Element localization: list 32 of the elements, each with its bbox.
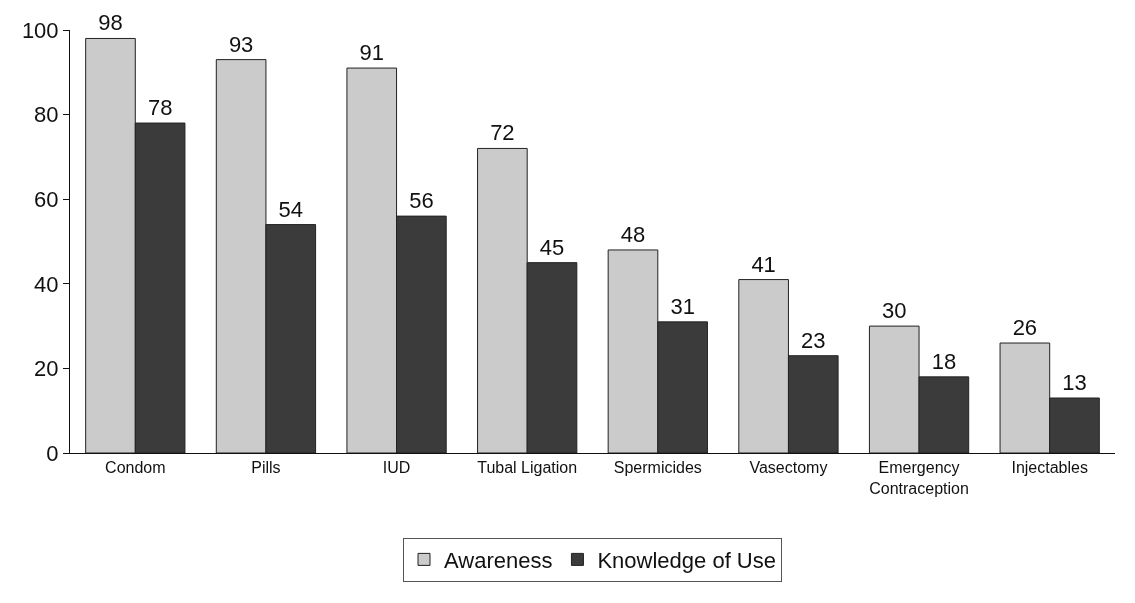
data-label: 45	[539, 234, 565, 260]
data-label: 41	[751, 251, 776, 277]
x-tick-label: Vasectomy	[749, 459, 828, 477]
data-label: 98	[98, 10, 123, 36]
legend-label: Awareness	[444, 547, 553, 573]
data-label: 72	[490, 120, 515, 146]
data-label: 78	[147, 95, 173, 121]
data-label: 30	[882, 298, 907, 324]
data-label: 93	[228, 31, 254, 57]
data-label: 31	[670, 293, 695, 319]
x-tick-label: Tubal Ligation	[477, 459, 578, 477]
x-tick-label: Spermicides	[613, 459, 702, 477]
y-tick-label: 20	[34, 356, 59, 382]
data-label: 13	[1062, 370, 1087, 396]
data-label: 48	[620, 221, 646, 247]
data-label: 18	[931, 348, 957, 374]
data-label: 26	[1012, 315, 1038, 341]
x-tick-label: Condom	[105, 459, 166, 477]
data-label: 54	[278, 196, 303, 222]
data-label: 91	[359, 40, 384, 66]
data-label: 56	[409, 188, 434, 214]
y-tick-label: 100	[21, 17, 59, 43]
data-label: 23	[801, 327, 826, 353]
y-tick-label: 80	[34, 102, 59, 128]
x-tick-label: IUD	[382, 459, 411, 477]
y-tick-label: 0	[46, 440, 59, 466]
legend-label: Knowledge of Use	[597, 547, 776, 573]
x-tick-label: Pills	[251, 459, 281, 477]
x-tick-label: Emergency Contraception	[869, 459, 969, 497]
y-tick-label: 60	[34, 186, 59, 212]
y-tick-label: 40	[34, 271, 59, 297]
x-tick-label: Injectables	[1011, 459, 1088, 477]
